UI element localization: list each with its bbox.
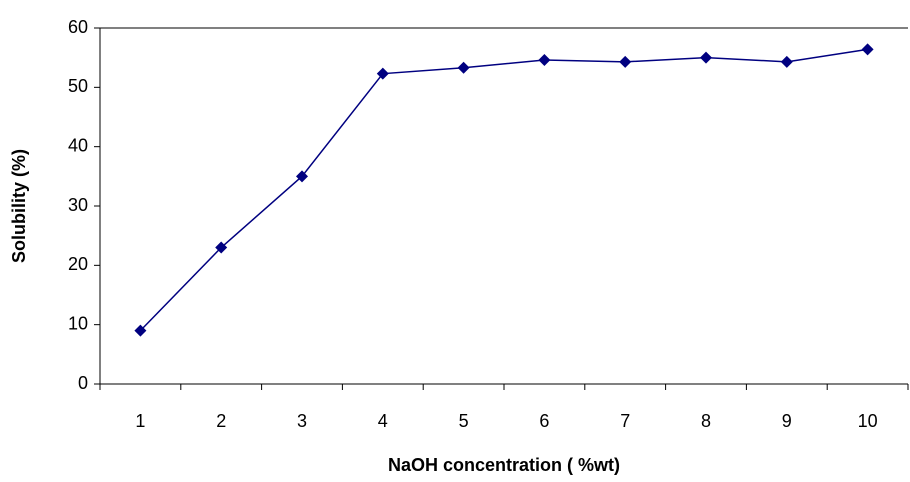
x-tick-label: 6 [539, 411, 549, 431]
x-tick-label: 9 [782, 411, 792, 431]
y-tick-label: 0 [78, 373, 88, 393]
x-tick-label: 2 [216, 411, 226, 431]
data-point [134, 324, 147, 337]
data-point [457, 61, 470, 74]
data-point [700, 51, 712, 64]
x-tick-label: 10 [858, 411, 878, 431]
data-point [538, 54, 551, 67]
y-tick-label: 50 [68, 76, 88, 96]
x-tick-label: 3 [297, 411, 307, 431]
y-tick-label: 30 [68, 195, 88, 215]
y-tick-label: 10 [68, 313, 88, 333]
x-tick-label: 7 [620, 411, 630, 431]
data-point [296, 170, 308, 183]
y-tick-label: 20 [68, 254, 88, 274]
data-point [780, 55, 793, 68]
x-axis-title: NaOH concentration ( %wt) [388, 455, 620, 475]
x-tick-label: 5 [459, 411, 469, 431]
data-point [376, 67, 389, 80]
data-point [619, 55, 632, 68]
y-axis-title: Solubility (%) [9, 149, 29, 263]
y-tick-label: 60 [68, 17, 88, 37]
data-point [215, 241, 228, 254]
data-line [139, 48, 868, 332]
x-tick-label: 8 [701, 411, 711, 431]
x-tick-label: 4 [378, 411, 388, 431]
y-tick-label: 40 [68, 135, 88, 155]
data-point [861, 43, 874, 56]
x-tick-label: 1 [135, 411, 145, 431]
